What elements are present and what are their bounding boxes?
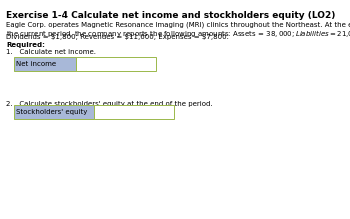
FancyBboxPatch shape — [14, 57, 76, 71]
Text: the current period, the company reports the following amounts: Assets = $38,000;: the current period, the company reports … — [6, 28, 350, 39]
Text: Exercise 1-4 Calculate net income and stockholders equity (LO2): Exercise 1-4 Calculate net income and st… — [6, 11, 335, 20]
Text: Eagle Corp. operates Magnetic Resonance Imaging (MRI) clinics throughout the Nor: Eagle Corp. operates Magnetic Resonance … — [6, 22, 350, 28]
Text: Net income: Net income — [16, 61, 56, 67]
Text: Dividends = $1,800; Revenues = $11,600; Expenses = $7,800.: Dividends = $1,800; Revenues = $11,600; … — [6, 34, 229, 40]
FancyBboxPatch shape — [94, 105, 174, 119]
FancyBboxPatch shape — [76, 57, 156, 71]
Text: 2.   Calculate stockholders' equity at the end of the period.: 2. Calculate stockholders' equity at the… — [6, 101, 213, 107]
Text: 1.   Calculate net income.: 1. Calculate net income. — [6, 49, 96, 55]
Text: Required:: Required: — [6, 42, 45, 48]
Text: Stockholders' equity: Stockholders' equity — [16, 109, 88, 115]
FancyBboxPatch shape — [14, 105, 94, 119]
